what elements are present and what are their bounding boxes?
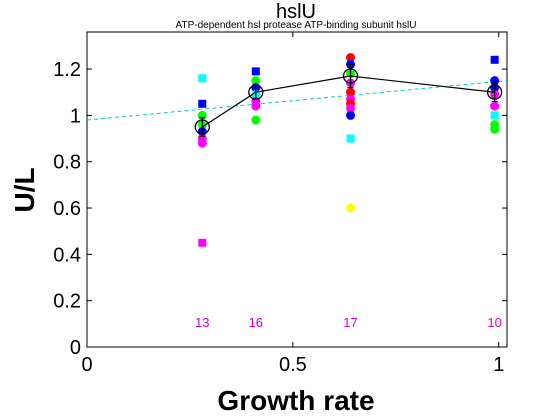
x-tick-label: 0 bbox=[81, 354, 92, 376]
data-point bbox=[251, 102, 260, 111]
y-tick-label: 0 bbox=[70, 337, 81, 359]
count-label: 17 bbox=[343, 315, 357, 330]
y-axis-label: U/L bbox=[9, 167, 40, 212]
x-axis-label: Growth rate bbox=[217, 385, 374, 416]
data-point bbox=[491, 56, 499, 64]
y-tick-label: 0.8 bbox=[53, 152, 81, 174]
count-label: 10 bbox=[487, 315, 501, 330]
count-label: 13 bbox=[195, 315, 209, 330]
x-tick-label: 1 bbox=[493, 354, 504, 376]
y-tick-label: 0.6 bbox=[53, 198, 81, 220]
data-point bbox=[346, 204, 355, 213]
data-point bbox=[252, 67, 260, 75]
y-tick-label: 0.2 bbox=[53, 291, 81, 313]
plot-area bbox=[87, 32, 507, 347]
data-point bbox=[251, 116, 260, 125]
y-tick-label: 1.2 bbox=[53, 59, 81, 81]
y-tick-label: 1 bbox=[70, 105, 81, 127]
data-point bbox=[347, 135, 355, 143]
y-tick-label: 0.4 bbox=[53, 244, 81, 266]
chart-subtitle: ATP-dependent hsl protease ATP-binding s… bbox=[176, 20, 417, 31]
data-point bbox=[198, 100, 206, 108]
count-label: 16 bbox=[249, 315, 263, 330]
data-point bbox=[198, 74, 206, 82]
x-tick-label: 0.5 bbox=[279, 354, 307, 376]
data-point bbox=[491, 111, 499, 119]
data-point bbox=[198, 139, 207, 148]
data-point bbox=[490, 102, 499, 111]
data-point bbox=[490, 125, 499, 134]
data-point bbox=[198, 239, 206, 247]
data-point bbox=[346, 111, 355, 120]
